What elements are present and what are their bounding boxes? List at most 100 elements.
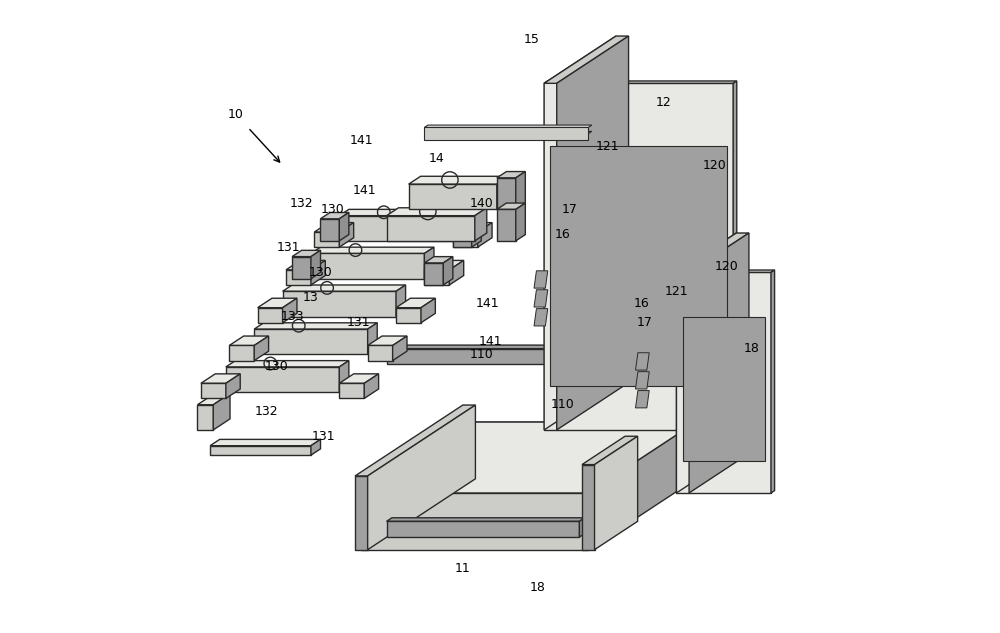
Text: 141: 141: [350, 134, 373, 146]
Polygon shape: [339, 361, 349, 392]
Polygon shape: [424, 132, 592, 134]
Polygon shape: [676, 233, 749, 272]
Text: 121: 121: [595, 140, 619, 153]
Polygon shape: [475, 208, 487, 241]
Polygon shape: [283, 298, 297, 323]
Polygon shape: [424, 256, 453, 263]
Polygon shape: [387, 518, 585, 522]
Polygon shape: [387, 349, 579, 365]
Polygon shape: [229, 336, 269, 346]
Polygon shape: [396, 298, 435, 308]
Polygon shape: [314, 223, 354, 232]
Polygon shape: [424, 260, 464, 270]
Polygon shape: [409, 176, 509, 184]
Polygon shape: [320, 213, 349, 219]
Text: 12: 12: [656, 96, 672, 109]
Text: 17: 17: [561, 203, 577, 216]
Polygon shape: [424, 247, 434, 279]
Polygon shape: [733, 81, 737, 430]
Polygon shape: [387, 208, 487, 216]
Polygon shape: [544, 84, 733, 430]
Polygon shape: [544, 81, 737, 84]
Polygon shape: [579, 345, 585, 365]
Polygon shape: [683, 316, 765, 461]
Polygon shape: [409, 184, 497, 210]
Polygon shape: [283, 285, 406, 291]
Polygon shape: [534, 309, 548, 326]
Text: 11: 11: [454, 562, 470, 575]
Polygon shape: [424, 263, 443, 285]
Polygon shape: [226, 367, 339, 392]
Polygon shape: [689, 233, 749, 493]
Text: 141: 141: [353, 184, 376, 197]
Polygon shape: [339, 216, 453, 241]
Polygon shape: [387, 522, 579, 537]
Text: 120: 120: [702, 159, 726, 172]
Polygon shape: [226, 374, 240, 398]
Polygon shape: [387, 216, 475, 241]
Polygon shape: [497, 176, 509, 210]
Polygon shape: [339, 223, 354, 247]
Polygon shape: [635, 372, 649, 389]
Polygon shape: [258, 308, 283, 323]
Polygon shape: [534, 290, 548, 307]
Polygon shape: [311, 253, 424, 279]
Polygon shape: [424, 127, 588, 140]
Polygon shape: [258, 298, 297, 308]
Polygon shape: [368, 346, 393, 361]
Text: 130: 130: [321, 203, 345, 216]
Polygon shape: [368, 405, 475, 549]
Polygon shape: [595, 436, 638, 549]
Polygon shape: [226, 361, 349, 367]
Polygon shape: [676, 270, 775, 272]
Polygon shape: [292, 250, 321, 256]
Polygon shape: [443, 256, 453, 285]
Polygon shape: [544, 36, 616, 430]
Text: 110: 110: [469, 348, 493, 361]
Text: 141: 141: [479, 335, 502, 348]
Polygon shape: [676, 233, 736, 493]
Polygon shape: [355, 405, 475, 476]
Polygon shape: [254, 323, 377, 329]
Polygon shape: [387, 345, 585, 349]
Text: 132: 132: [255, 404, 279, 418]
Polygon shape: [213, 394, 230, 430]
Polygon shape: [453, 219, 481, 225]
Polygon shape: [283, 291, 396, 316]
Polygon shape: [424, 125, 592, 127]
Text: 120: 120: [715, 260, 739, 273]
Polygon shape: [292, 256, 311, 279]
Polygon shape: [393, 336, 407, 361]
Polygon shape: [361, 422, 696, 493]
Polygon shape: [497, 210, 516, 241]
Text: 131: 131: [312, 430, 335, 442]
Text: 130: 130: [309, 266, 332, 279]
Polygon shape: [201, 384, 226, 398]
Polygon shape: [635, 391, 649, 408]
Polygon shape: [311, 247, 434, 253]
Polygon shape: [339, 374, 379, 384]
Polygon shape: [771, 270, 775, 493]
Polygon shape: [424, 270, 449, 285]
Text: 13: 13: [303, 291, 319, 304]
Polygon shape: [339, 210, 462, 216]
Polygon shape: [254, 329, 368, 354]
Polygon shape: [550, 146, 727, 386]
Text: 15: 15: [524, 33, 539, 46]
Polygon shape: [339, 213, 349, 241]
Polygon shape: [676, 272, 771, 493]
Polygon shape: [286, 270, 311, 285]
Polygon shape: [557, 36, 629, 430]
Polygon shape: [453, 223, 492, 232]
Text: 132: 132: [290, 197, 313, 210]
Text: 14: 14: [429, 153, 445, 165]
Polygon shape: [314, 232, 339, 247]
Text: 141: 141: [476, 298, 499, 310]
Polygon shape: [311, 439, 321, 455]
Polygon shape: [588, 422, 696, 549]
Polygon shape: [516, 203, 525, 241]
Polygon shape: [453, 225, 472, 247]
Polygon shape: [364, 374, 379, 398]
Text: 121: 121: [665, 285, 688, 298]
Polygon shape: [396, 308, 421, 323]
